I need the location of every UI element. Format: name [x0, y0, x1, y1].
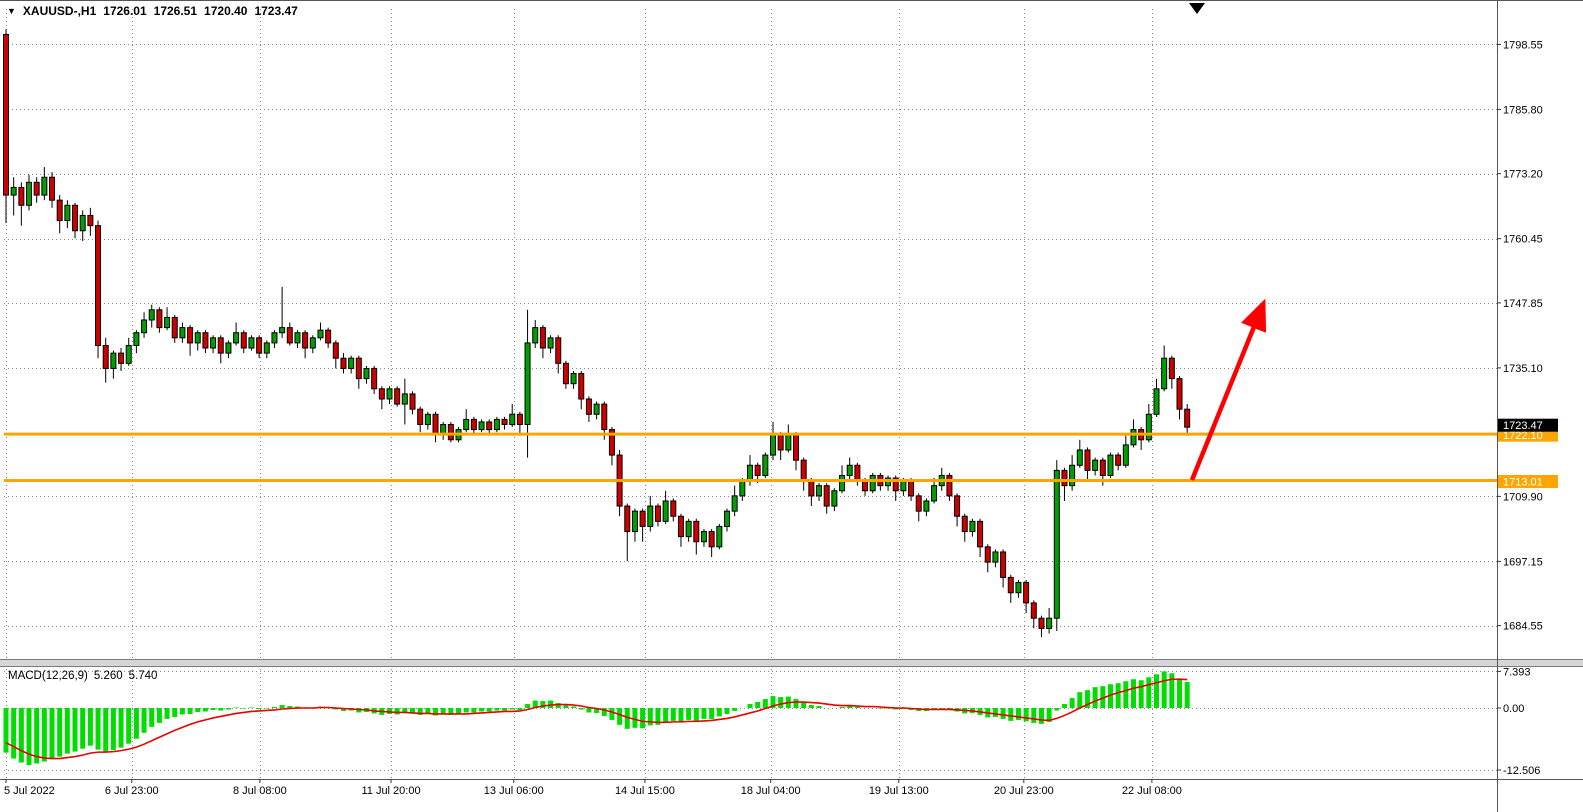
- svg-text:1747.85: 1747.85: [1503, 298, 1543, 310]
- svg-text:14 Jul 15:00: 14 Jul 15:00: [615, 785, 675, 797]
- svg-text:1773.20: 1773.20: [1503, 169, 1543, 181]
- svg-text:1684.55: 1684.55: [1503, 621, 1543, 633]
- svg-text:22 Jul 08:00: 22 Jul 08:00: [1122, 785, 1182, 797]
- macd-indicator-label: MACD(12,26,9) 5.260 5.740: [8, 670, 157, 682]
- ohlc-high: 1726.51: [154, 4, 197, 18]
- svg-text:-12.506: -12.506: [1503, 765, 1540, 777]
- chart-symbol-label: XAUUSD-,H1: [23, 4, 96, 18]
- current-price-tag: 1723.47: [1498, 419, 1558, 433]
- ohlc-open: 1726.01: [103, 4, 146, 18]
- svg-text:13 Jul 06:00: 13 Jul 06:00: [484, 785, 544, 797]
- svg-text:8 Jul 08:00: 8 Jul 08:00: [233, 785, 287, 797]
- svg-text:1785.80: 1785.80: [1503, 104, 1543, 116]
- hline-price-tag: 1713.01: [1498, 475, 1558, 489]
- svg-text:19 Jul 13:00: 19 Jul 13:00: [869, 785, 929, 797]
- svg-text:1798.55: 1798.55: [1503, 39, 1543, 51]
- macd-main-value: 5.260: [94, 670, 123, 682]
- symbol-marker-icon: ▼: [7, 7, 16, 16]
- svg-text:5 Jul 2022: 5 Jul 2022: [4, 785, 55, 797]
- macd-name: MACD(12,26,9): [8, 670, 88, 682]
- ohlc-low: 1720.40: [204, 4, 247, 18]
- svg-text:6 Jul 23:00: 6 Jul 23:00: [105, 785, 159, 797]
- svg-text:20 Jul 23:00: 20 Jul 23:00: [994, 785, 1054, 797]
- svg-text:1723.47: 1723.47: [1503, 420, 1543, 432]
- svg-text:1713.01: 1713.01: [1503, 477, 1543, 489]
- svg-text:1709.90: 1709.90: [1503, 491, 1543, 503]
- svg-text:0.00: 0.00: [1503, 703, 1524, 715]
- macd-signal-value: 5.740: [129, 670, 158, 682]
- svg-text:1760.45: 1760.45: [1503, 234, 1543, 246]
- pane-splitter[interactable]: [0, 659, 1583, 667]
- svg-text:1697.15: 1697.15: [1503, 556, 1543, 568]
- svg-text:11 Jul 20:00: 11 Jul 20:00: [361, 785, 420, 797]
- svg-text:18 Jul 04:00: 18 Jul 04:00: [741, 785, 801, 797]
- chart-title-bar: ▼ XAUUSD-,H1 1726.01 1726.51 1720.40 172…: [7, 4, 298, 18]
- svg-text:7.393: 7.393: [1503, 666, 1531, 678]
- svg-text:1735.10: 1735.10: [1503, 363, 1543, 375]
- ohlc-close: 1723.47: [254, 4, 297, 18]
